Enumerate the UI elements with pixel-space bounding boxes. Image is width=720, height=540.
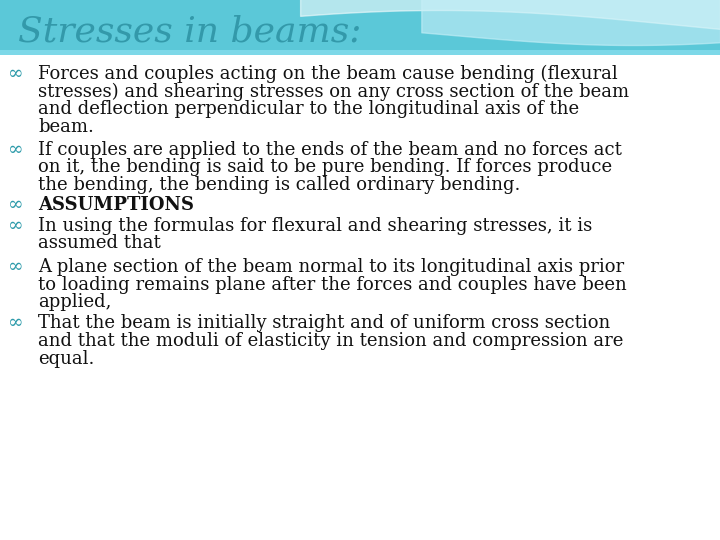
Text: A plane section of the beam normal to its longitudinal axis prior: A plane section of the beam normal to it… [38, 258, 624, 276]
Text: equal.: equal. [38, 349, 94, 368]
Text: In using the formulas for flexural and shearing stresses, it is: In using the formulas for flexural and s… [38, 217, 593, 235]
Text: ∞: ∞ [8, 217, 24, 235]
Text: stresses) and shearing stresses on any cross section of the beam: stresses) and shearing stresses on any c… [38, 83, 629, 101]
Text: Stresses in beams:: Stresses in beams: [18, 15, 361, 49]
Text: and that the moduli of elasticity in tension and compression are: and that the moduli of elasticity in ten… [38, 332, 624, 350]
Text: to loading remains plane after the forces and couples have been: to loading remains plane after the force… [38, 275, 626, 294]
Text: ∞: ∞ [8, 65, 24, 83]
Text: beam.: beam. [38, 118, 94, 136]
Text: the bending, the bending is called ordinary bending.: the bending, the bending is called ordin… [38, 176, 521, 194]
Text: ∞: ∞ [8, 314, 24, 333]
Text: ASSUMPTIONS: ASSUMPTIONS [38, 195, 194, 213]
Bar [0, 0, 720, 50]
Bar [0, 50, 720, 55]
Text: That the beam is initially straight and of uniform cross section: That the beam is initially straight and … [38, 314, 611, 333]
Text: assumed that: assumed that [38, 234, 161, 253]
Text: ∞: ∞ [8, 195, 24, 213]
Text: applied,: applied, [38, 293, 112, 311]
Text: Forces and couples acting on the beam cause bending (flexural: Forces and couples acting on the beam ca… [38, 65, 618, 83]
Text: ∞: ∞ [8, 258, 24, 276]
Text: and deflection perpendicular to the longitudinal axis of the: and deflection perpendicular to the long… [38, 100, 579, 118]
Text: If couples are applied to the ends of the beam and no forces act: If couples are applied to the ends of th… [38, 141, 622, 159]
Text: on it, the bending is said to be pure bending. If forces produce: on it, the bending is said to be pure be… [38, 159, 612, 177]
Text: ∞: ∞ [8, 141, 24, 159]
